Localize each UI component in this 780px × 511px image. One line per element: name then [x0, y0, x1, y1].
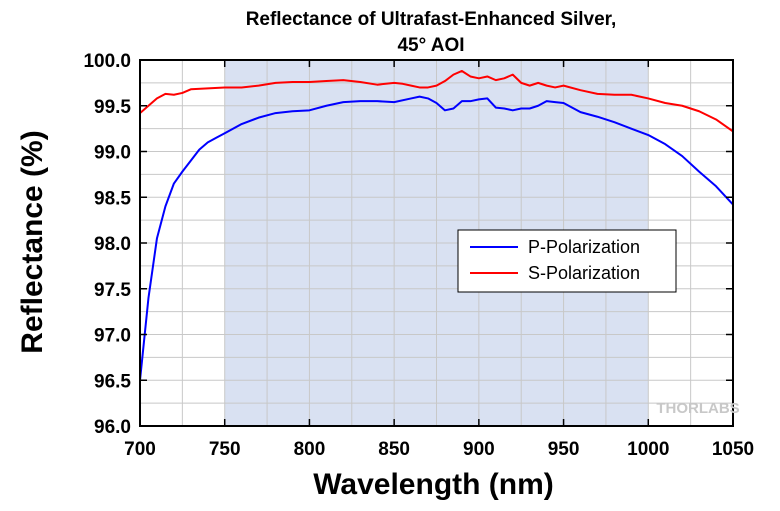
x-tick-label: 950 — [548, 439, 580, 460]
thorlabs-watermark: THORLABS — [656, 400, 739, 417]
y-tick-labels: 96.0 96.5 97.0 97.5 98.0 98.5 99.0 99.5 100.0 — [83, 51, 131, 438]
x-tick-label: 800 — [294, 439, 326, 460]
x-tick-label: 1000 — [627, 439, 669, 460]
chart-title-line-2: 45° AOI — [397, 35, 464, 56]
x-tick-label: 1050 — [712, 439, 754, 460]
y-tick-label: 97.0 — [94, 326, 131, 347]
x-tick-label: 900 — [463, 439, 495, 460]
chart-title-line-1: Reflectance of Ultrafast-Enhanced Silver… — [246, 9, 617, 30]
y-tick-label: 100.0 — [83, 51, 131, 72]
y-tick-label: 99.0 — [94, 143, 131, 164]
x-tick-label: 750 — [209, 439, 241, 460]
y-tick-label: 97.5 — [94, 280, 131, 301]
y-tick-label: 99.5 — [94, 97, 131, 118]
y-tick-label: 98.5 — [94, 188, 131, 209]
legend-label-s-polarization: S-Polarization — [528, 263, 640, 283]
plot-frame — [139, 59, 734, 427]
y-tick-label: 96.0 — [94, 417, 131, 438]
y-axis-label: Reflectance (%) — [16, 130, 49, 353]
y-tick-label: 96.5 — [94, 371, 131, 392]
series-line-s-polarization — [139, 69, 734, 133]
x-axis-label: Wavelength (nm) — [313, 468, 554, 501]
legend: P-Polarization S-Polarization — [457, 229, 677, 293]
legend-box — [457, 229, 677, 293]
x-tick-labels: 700 750 800 850 900 950 1000 1050 — [124, 439, 754, 460]
x-tick-label: 700 — [124, 439, 156, 460]
data-series — [139, 69, 734, 381]
series-line-p-polarization — [139, 95, 734, 381]
y-tick-label: 98.0 — [94, 234, 131, 255]
legend-label-p-polarization: P-Polarization — [528, 237, 640, 257]
x-tick-label: 850 — [378, 439, 410, 460]
